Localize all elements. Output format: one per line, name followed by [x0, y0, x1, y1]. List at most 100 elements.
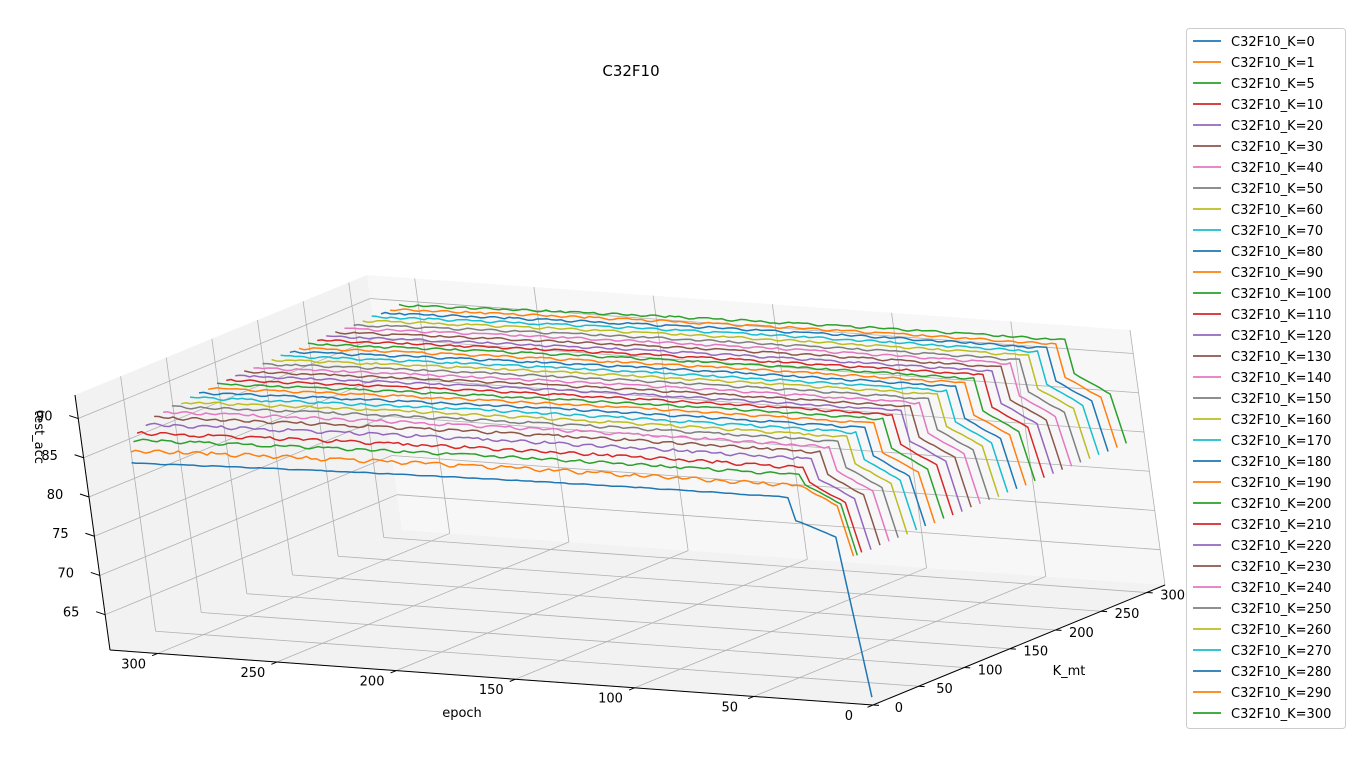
legend-label: C32F10_K=50 — [1231, 182, 1323, 197]
series-line — [198, 391, 927, 527]
series-line — [362, 319, 1091, 459]
legend-label: C32F10_K=300 — [1231, 707, 1331, 722]
grid-line — [753, 576, 1046, 697]
back-left-pane — [75, 275, 402, 650]
series-line — [298, 347, 1027, 486]
x-tick-mark — [271, 661, 278, 665]
z-tick-mark — [74, 454, 84, 459]
grid-line — [105, 494, 398, 616]
legend-label: C32F10_K=40 — [1231, 161, 1323, 176]
series-line — [163, 411, 890, 542]
series-line — [317, 339, 1045, 478]
series-line — [145, 422, 872, 550]
z-tick-mark — [90, 571, 100, 576]
x-tick-mark — [151, 652, 158, 657]
legend-label: C32F10_K=290 — [1231, 686, 1331, 701]
legend-label: C32F10_K=1 — [1231, 56, 1315, 71]
y-tick-label: 200 — [1069, 626, 1094, 641]
y-tick-label: 50 — [936, 682, 953, 697]
legend-label: C32F10_K=90 — [1231, 266, 1323, 281]
y-tick-label: 100 — [978, 663, 1003, 678]
legend-label: C32F10_K=210 — [1231, 518, 1331, 533]
series-line — [136, 430, 863, 553]
grid-line — [397, 494, 1161, 551]
back-right-pane — [367, 275, 1165, 585]
z-tick-label: 90 — [36, 410, 53, 425]
series-line — [390, 308, 1118, 448]
grid-line — [120, 376, 157, 632]
legend-label: C32F10_K=190 — [1231, 476, 1331, 491]
series-line — [235, 374, 963, 512]
series-line — [253, 367, 982, 505]
z-tick-mark — [85, 532, 95, 537]
x-tick-label: 50 — [721, 700, 738, 715]
floor-pane — [110, 530, 1165, 705]
series-line — [380, 311, 1109, 452]
legend-label: C32F10_K=120 — [1231, 329, 1331, 344]
grid-line — [78, 298, 371, 419]
grid-line — [391, 455, 1155, 511]
series-line — [181, 401, 909, 535]
grid-line — [652, 295, 689, 551]
legend-label: C32F10_K=80 — [1231, 245, 1323, 260]
y-tick-label: 150 — [1023, 645, 1048, 660]
grid-line — [634, 567, 927, 689]
series-line — [344, 327, 1073, 467]
axes-panes — [75, 275, 1165, 705]
x-tick-mark — [628, 687, 635, 691]
legend-label: C32F10_K=110 — [1231, 308, 1331, 323]
x-axis-label: epoch — [442, 706, 482, 721]
chart-title: C32F10 — [602, 62, 659, 80]
axis-lines — [69, 394, 1166, 708]
legend: C32F10_K=0 C32F10_K=1 C32F10_K=5 C32F10_K=1… — [1186, 28, 1346, 729]
series-line — [335, 331, 1064, 470]
x-tick-label: 250 — [240, 666, 265, 681]
x-tick-label: 100 — [598, 692, 623, 707]
legend-label: C32F10_K=10 — [1231, 98, 1323, 113]
x-tick-label: 150 — [479, 683, 504, 698]
legend-label: C32F10_K=270 — [1231, 644, 1331, 659]
series-line — [262, 362, 991, 501]
grid-line — [83, 337, 376, 459]
series-line — [398, 303, 1128, 444]
series-line — [171, 405, 899, 538]
z-tick-mark — [69, 415, 79, 420]
grid-line — [201, 612, 965, 668]
legend-label: C32F10_K=30 — [1231, 140, 1323, 155]
legend-label: C32F10_K=5 — [1231, 77, 1315, 92]
series-line — [189, 396, 918, 531]
grid-line — [375, 337, 1139, 394]
grid-line — [370, 298, 1134, 354]
grid-line — [383, 537, 1147, 593]
series-line — [326, 335, 1055, 474]
series-line — [226, 378, 954, 516]
grid-line — [1010, 321, 1047, 577]
x-tick-mark — [867, 704, 874, 708]
z-tick-label: 70 — [57, 566, 74, 581]
grid-line — [292, 574, 1056, 631]
grid-line — [414, 278, 451, 534]
x-tick-mark — [390, 670, 397, 674]
x-tick-label: 0 — [845, 709, 853, 724]
series-line — [154, 415, 881, 546]
z-tick-label: 80 — [47, 488, 64, 503]
z-tick-label: 75 — [52, 527, 69, 542]
series-line — [244, 370, 972, 508]
legend-label: C32F10_K=140 — [1231, 371, 1331, 386]
legend-label: C32F10_K=0 — [1231, 35, 1315, 50]
grid-line — [94, 415, 387, 537]
grid-line — [276, 541, 570, 663]
x-tick-label: 200 — [360, 675, 385, 690]
tick-labels: 0 50 100 150 200 250 300 0 50 100 150 200 250 300 65 70… — [36, 410, 1185, 724]
x-tick-mark — [509, 678, 516, 682]
z-axis-label: test_acc — [31, 410, 46, 464]
series-line — [271, 358, 1000, 498]
y-axis-line — [872, 584, 1166, 706]
y-tick-label: 0 — [895, 701, 903, 716]
series-line — [131, 462, 873, 698]
series-line — [133, 438, 859, 556]
series-line — [130, 449, 855, 557]
series-line — [208, 387, 936, 524]
y-axis-label: K_mt — [1053, 664, 1086, 679]
legend-box — [1186, 28, 1346, 729]
